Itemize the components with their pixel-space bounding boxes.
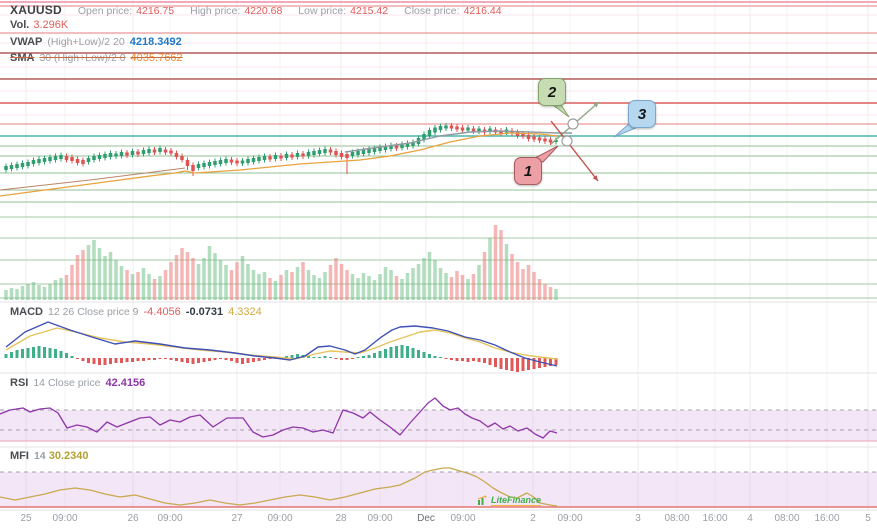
time-tick-label: 08:00: [774, 513, 800, 524]
open-price-value: 4216.75: [136, 5, 175, 17]
rsi-value: 42.4156: [105, 377, 146, 389]
time-tick-label: Dec: [417, 513, 435, 524]
time-tick-label: 27: [231, 513, 243, 524]
time-tick-label: 09:00: [157, 513, 183, 524]
time-tick-label: 08:00: [664, 513, 690, 524]
anchor-circle[interactable]: [561, 135, 573, 147]
sma-params: 30 (High+Low)/2 0: [39, 52, 126, 64]
annotation-balloon-3[interactable]: 3: [628, 100, 656, 128]
volume-layer: [4, 225, 558, 300]
symbol-name[interactable]: XAUUSD: [10, 3, 62, 17]
grid-layer: [0, 0, 877, 510]
macd-pane: [4, 321, 558, 372]
macd-signal-value: 4.3324: [228, 306, 262, 318]
close-price-label: Close price:: [404, 5, 460, 17]
close-price-value: 4216.44: [463, 5, 502, 17]
mfi-name: MFI: [10, 450, 29, 462]
open-price-label: Open price:: [77, 5, 133, 17]
annotation-balloon-1[interactable]: 1: [514, 157, 542, 185]
time-tick-label: 28: [335, 513, 347, 524]
time-tick-label: 09:00: [450, 513, 476, 524]
time-tick-label: 09:00: [557, 513, 583, 524]
vwap-value: 4218.3492: [129, 36, 182, 48]
volume-info-row: Vol. 3.296K: [10, 19, 68, 31]
macd-params: 12 26 Close price 9: [48, 306, 139, 318]
mfi-value-group: 14 30.2340: [34, 450, 89, 462]
sma-value: 4035.7662: [130, 52, 183, 64]
high-price-label: High price:: [190, 5, 241, 17]
volume-value: 3.296K: [33, 19, 69, 31]
rsi-name: RSI: [10, 377, 29, 389]
time-tick-label: 16:00: [702, 513, 728, 524]
separators-layer: [0, 301, 877, 511]
time-tick-label: 2: [530, 513, 536, 524]
time-tick-label: 16:00: [814, 513, 840, 524]
watermark-text: LiteFinance: [491, 495, 542, 506]
macd-histogram-value: -4.4056: [143, 306, 181, 318]
time-tick-label: 25: [20, 513, 32, 524]
vwap-indicator-row[interactable]: VWAP (High+Low)/2 20 4218.3492: [10, 36, 182, 48]
sma-indicator-row[interactable]: SMA 30 (High+Low)/2 0 4035.7662: [10, 52, 183, 64]
time-tick-label: 26: [127, 513, 139, 524]
macd-indicator-row[interactable]: MACD 12 26 Close price 9 -4.4056 -0.0731…: [10, 306, 262, 318]
broker-watermark: LiteFinance: [477, 495, 542, 506]
time-tick-label: 3: [635, 513, 641, 524]
macd-name: MACD: [10, 306, 43, 318]
rsi-params: 14 Close price: [33, 377, 101, 389]
price-levels-layer: [0, 1, 877, 299]
rsi-pane: [0, 397, 877, 442]
litefinance-logo-icon: [477, 495, 487, 505]
time-tick-label: 09:00: [267, 513, 293, 524]
vwap-params: (High+Low)/2 20: [47, 36, 125, 48]
time-tick-label: 09:00: [367, 513, 393, 524]
time-tick-label: 5: [865, 513, 871, 524]
symbol-info-bar: XAUUSD Open price: 4216.75 High price: 422…: [10, 3, 502, 17]
low-price-value: 4215.42: [350, 5, 389, 17]
time-tick-label: 4: [747, 513, 753, 524]
rsi-indicator-row[interactable]: RSI 14 Close price 42.4156: [10, 377, 145, 389]
overlay-lines-layer: [0, 130, 572, 197]
low-price-label: Low price:: [298, 5, 347, 17]
annotation-balloon-2[interactable]: 2: [538, 78, 566, 106]
mfi-params: 14: [33, 450, 46, 462]
time-tick-label: 09:00: [52, 513, 78, 524]
high-price-value: 4220.68: [244, 5, 283, 17]
mfi-pane: [0, 467, 877, 508]
candles-layer: [4, 123, 558, 176]
sma-name: SMA: [10, 52, 35, 64]
vwap-name: VWAP: [10, 36, 43, 48]
volume-label: Vol.: [10, 19, 30, 31]
anchor-circle[interactable]: [567, 118, 579, 130]
time-axis[interactable]: 25 09:00 26 09:00 27 09:00 28 09:00 Dec 09:00 2 09:…: [0, 512, 877, 528]
mfi-indicator-row[interactable]: MFI 14 30.2340: [10, 450, 88, 462]
macd-line-value: -0.0731: [185, 306, 224, 318]
mfi-value: 30.2340: [48, 450, 89, 462]
